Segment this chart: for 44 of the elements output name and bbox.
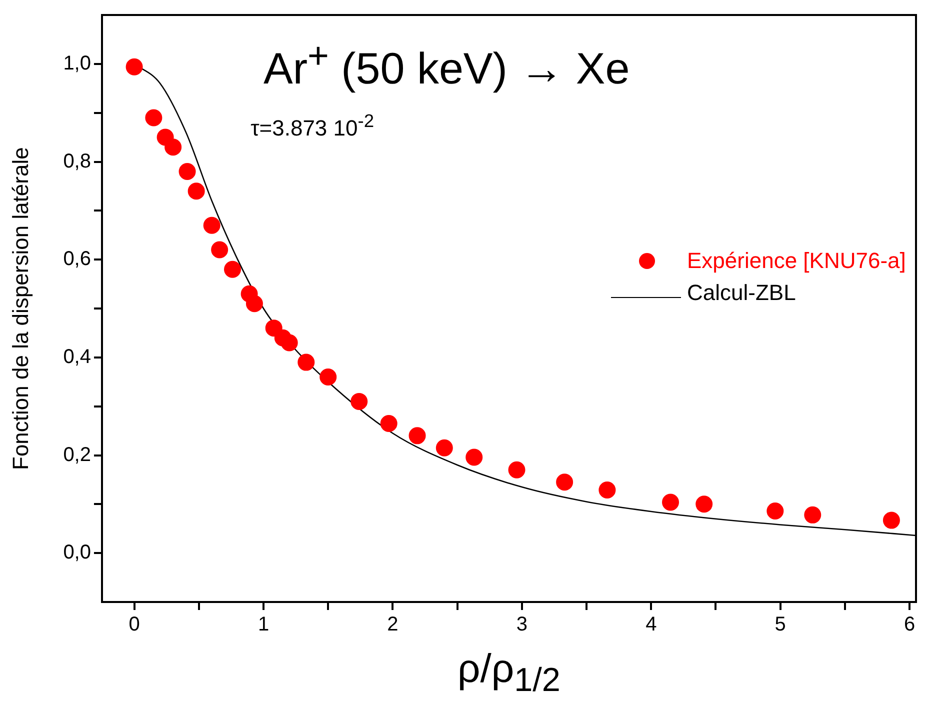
point xyxy=(598,481,616,498)
point xyxy=(696,496,713,513)
point xyxy=(556,474,574,491)
point xyxy=(662,494,680,511)
point xyxy=(350,392,368,410)
point xyxy=(203,216,220,234)
legend-label: Calcul-ZBL xyxy=(687,280,796,306)
y-tick-label: 0,6 xyxy=(63,248,91,270)
point xyxy=(766,502,784,520)
point xyxy=(224,260,241,278)
x-tick-label: 4 xyxy=(646,614,657,636)
y-axis-title: Fonction de la dispersion latérale xyxy=(8,147,34,470)
x-tick-label: 1 xyxy=(258,614,270,636)
y-tick-label: 0,0 xyxy=(63,542,91,564)
x-tick-label: 5 xyxy=(774,614,786,636)
y-tick-label: 0,2 xyxy=(63,444,91,466)
point xyxy=(436,439,453,456)
point xyxy=(804,506,822,524)
text: τ=3.873 10$^{-2}$ xyxy=(250,110,374,142)
x-axis-title: ρ/ρ$_{1/2}$ xyxy=(458,647,560,700)
point xyxy=(188,182,205,200)
y-tick-label: 0,8 xyxy=(63,150,91,172)
point xyxy=(408,427,426,444)
point xyxy=(320,368,337,386)
point xyxy=(380,414,398,432)
point xyxy=(882,512,900,529)
point xyxy=(211,241,228,258)
point xyxy=(508,461,526,478)
x-tick-label: 3 xyxy=(516,614,528,636)
point xyxy=(145,109,162,126)
legend-label: Expérience [KNU76-a] xyxy=(687,248,906,274)
point xyxy=(178,163,196,180)
text: Ar$^{+}$ (50 keV) → Xe xyxy=(264,35,630,95)
point xyxy=(246,295,263,312)
point xyxy=(280,334,298,352)
point xyxy=(298,354,315,371)
y-tick-label: 1,0 xyxy=(63,52,91,74)
x-tick-label: 2 xyxy=(387,614,398,636)
point xyxy=(126,58,143,76)
x-tick-label: 0 xyxy=(128,614,140,636)
point xyxy=(164,138,182,156)
point xyxy=(466,448,483,466)
x-tick-label: 6 xyxy=(904,614,916,636)
y-tick-label: 0,4 xyxy=(63,346,91,368)
